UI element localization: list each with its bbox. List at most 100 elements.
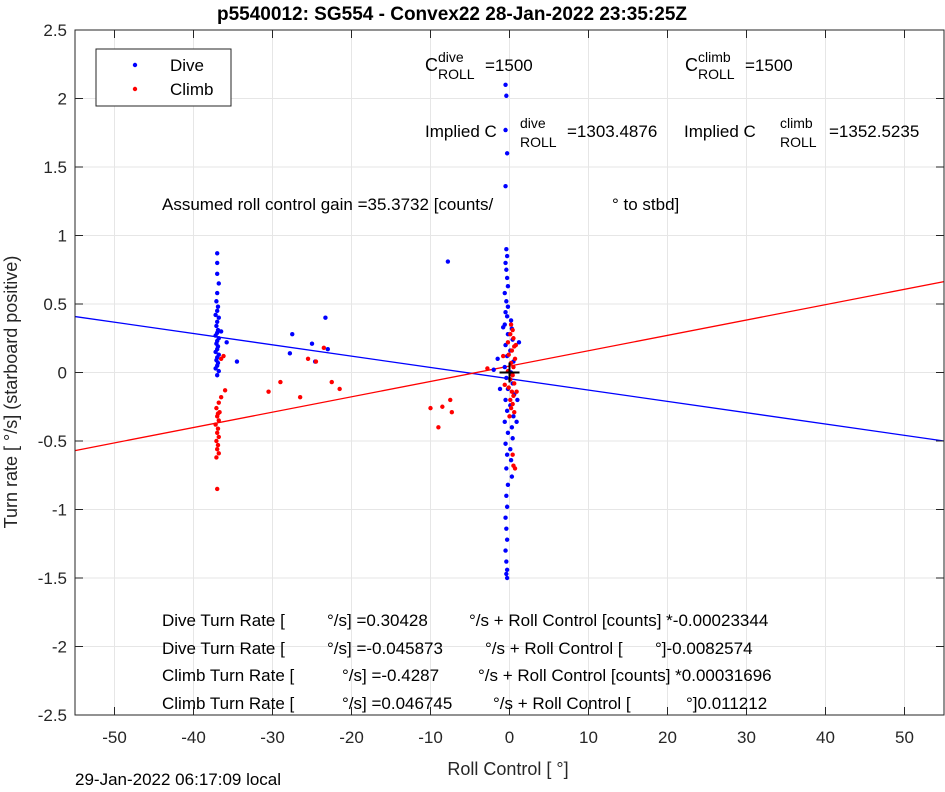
dive-point [503, 260, 508, 266]
legend-climb-marker [132, 86, 138, 92]
dive-point [215, 304, 221, 309]
dive-point [503, 441, 508, 446]
dive-point [504, 408, 510, 414]
dive-point [504, 375, 509, 381]
dive-point [503, 183, 508, 189]
climb-point [428, 405, 433, 411]
climb-point [448, 397, 453, 403]
data-points [213, 82, 522, 581]
dive-point [215, 319, 220, 325]
dive-point [504, 247, 509, 252]
x-tick-label: -40 [181, 728, 206, 747]
dive-point [309, 341, 315, 346]
implied-dive-main: Implied C [425, 122, 497, 141]
implied-dive-sub: ROLL [520, 134, 557, 150]
climb-point [297, 394, 303, 400]
c-dive-val: =1500 [485, 56, 533, 75]
fit4-a: Climb Turn Rate [ [162, 694, 295, 713]
dive-point [508, 447, 513, 452]
climb-point [512, 466, 518, 471]
dive-point [502, 290, 507, 296]
climb-point [506, 385, 511, 390]
dive-point [213, 333, 218, 338]
dive-point [505, 283, 511, 289]
dive-point [504, 452, 510, 457]
dive-point [287, 351, 293, 356]
dive-point [508, 318, 514, 323]
climb-point [505, 340, 511, 345]
x-tick-label: -30 [260, 728, 285, 747]
climb-point [510, 373, 515, 378]
ticks [75, 29, 944, 716]
climb-point [218, 394, 224, 400]
dive-point [213, 312, 218, 318]
dive-point [504, 314, 510, 319]
climb-point [215, 411, 221, 416]
dive-point [510, 436, 515, 441]
dive-point [290, 331, 295, 337]
gain-text-b: ° to stbd] [612, 195, 679, 214]
legend-box [95, 48, 232, 107]
dive-point [509, 474, 515, 479]
fit3-a: Climb Turn Rate [ [162, 666, 295, 685]
climb-point [213, 422, 218, 427]
implied-dive-val: =1303.4876 [567, 122, 657, 141]
dive-point [505, 304, 511, 309]
dive-point [516, 340, 522, 345]
implied-climb-sub: ROLL [780, 134, 817, 150]
climb-point [266, 389, 271, 394]
climb-point [508, 397, 513, 403]
dive-point [213, 349, 218, 355]
annotations: C dive ROLL =1500 C climb ROLL =1500 Imp… [162, 49, 919, 713]
x-tick-label: 50 [895, 728, 914, 747]
climb-point [440, 404, 445, 409]
climb-point [215, 486, 220, 492]
dive-point [515, 397, 520, 403]
c-dive-sup: dive [438, 49, 464, 65]
implied-climb-sup: climb [780, 115, 813, 131]
dive-point [503, 548, 508, 553]
fit3-c: °/s + Roll Control [counts] *0.00031696 [478, 666, 772, 685]
y-tick-label: 0 [58, 364, 67, 383]
climb-point [511, 364, 516, 370]
dive-point [504, 466, 509, 471]
climb-point [215, 426, 221, 431]
climb-point [511, 336, 516, 341]
dive-point [215, 271, 220, 277]
dive-point [214, 299, 219, 304]
dive-point [504, 299, 509, 304]
climb-point [221, 353, 226, 359]
dive-point [224, 340, 229, 345]
fit1-b: °/s] =0.30428 [327, 611, 428, 630]
c-climb-main: C [685, 55, 698, 75]
y-tick-label: 1.5 [43, 158, 67, 177]
climb-point [214, 405, 219, 411]
dive-point [445, 259, 451, 264]
climb-point [214, 455, 219, 460]
gain-text-a: Assumed roll control gain =35.3732 [coun… [162, 195, 494, 214]
dive-point [503, 515, 508, 520]
climb-point [506, 352, 511, 357]
climb-point [500, 353, 506, 359]
climb-point [507, 414, 512, 419]
climb-point [502, 382, 507, 388]
fit4-b: °/s] =0.046745 [342, 694, 452, 713]
dive-point [216, 368, 221, 374]
climb-point [512, 356, 518, 361]
implied-dive-sup: dive [520, 115, 546, 131]
y-tick-label: -1 [52, 501, 67, 520]
dive-point [508, 457, 514, 463]
climb-point [215, 430, 220, 435]
dive-point [504, 567, 510, 572]
climb-point [278, 379, 283, 385]
climb-point [215, 442, 221, 448]
dive-point [503, 82, 508, 88]
climb-point [508, 331, 513, 337]
c-dive-sub: ROLL [438, 66, 475, 82]
dive-point [215, 290, 220, 296]
dive-point [502, 364, 507, 370]
dive-point [504, 93, 509, 98]
c-climb-sup: climb [698, 49, 731, 65]
dive-point [504, 151, 510, 156]
dive-point [215, 373, 220, 378]
